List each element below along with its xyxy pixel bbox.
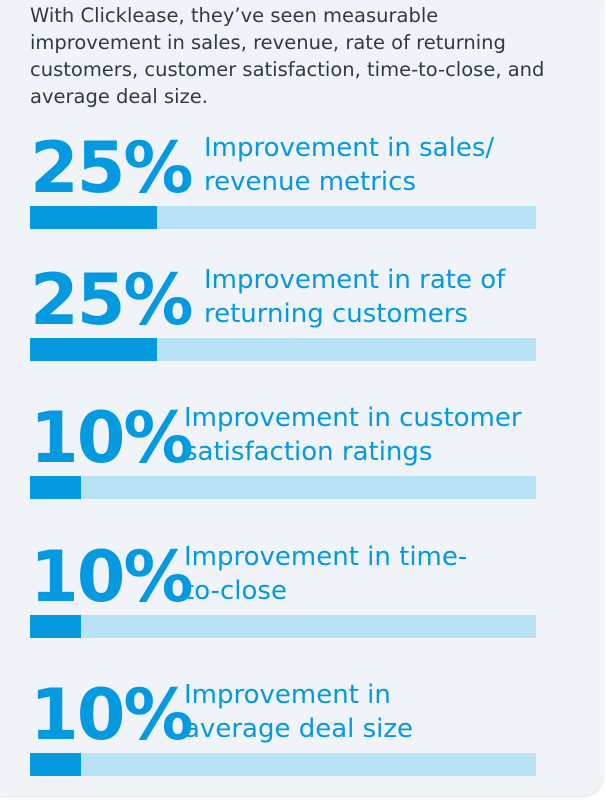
stat-description-line: Improvement in customer [184,403,522,433]
stat-percentage: 10% [30,397,194,479]
progress-track [30,615,536,638]
stat-description: Improvement in average deal size [184,678,413,746]
progress-track [30,753,536,776]
progress-fill [30,206,157,229]
stat-description: Improvement in rate of returning custome… [204,263,505,331]
stat-description-line: Improvement in time- [184,542,468,572]
progress-fill [30,476,81,499]
stat-description-line: Improvement in sales/ [204,133,495,163]
stat-description: Improvement in customer satisfaction rat… [184,401,522,469]
stat-description-line: satisfaction ratings [184,437,433,467]
stat-description-line: returning customers [204,299,468,329]
stat-percentage: 25% [30,259,194,341]
stat-description-line: Improvement in rate of [204,265,506,295]
progress-track [30,338,536,361]
stat-percentage: 10% [30,674,194,756]
stat-description-line: average deal size [184,714,414,744]
stat-percentage: 25% [30,127,194,209]
stat-description: Improvement in time- to-close [184,540,467,608]
progress-fill [30,753,81,776]
stat-description-line: revenue metrics [204,167,416,197]
stat-description-line: to-close [184,576,287,606]
stat-description-line: Improvement in [184,680,391,710]
progress-track [30,476,536,499]
stat-percentage: 10% [30,536,194,618]
progress-track [30,206,536,229]
progress-fill [30,338,157,361]
progress-fill [30,615,81,638]
stat-description: Improvement in sales/ revenue metrics [204,131,494,199]
intro-paragraph: With Clicklease, they’ve seen measurable… [30,4,545,108]
